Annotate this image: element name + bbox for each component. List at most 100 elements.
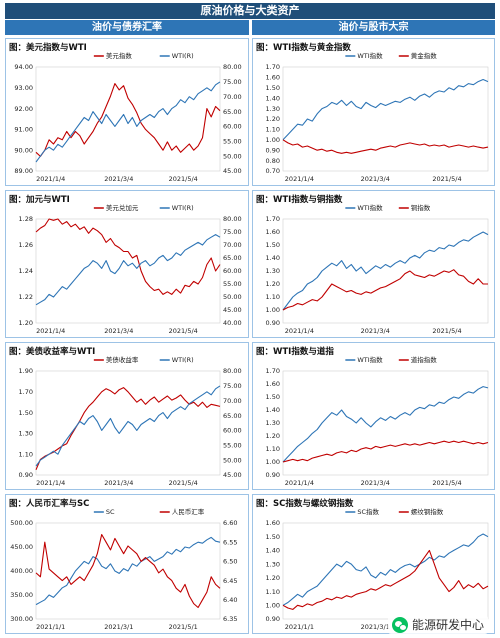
y-right-tick-label: 70.00: [223, 241, 242, 249]
legend-label: SC指数: [357, 507, 379, 516]
series-line-1: [35, 81, 221, 163]
chart-cad-wti: 1.20 1.22 1.24 1.26 1.28 40.00 45.00 50.00 55.00…: [19, 203, 242, 335]
y-right-tick-label: 50.00: [223, 152, 242, 160]
plot-area: [282, 370, 489, 476]
y-left-tick-label: 1.20: [266, 280, 280, 288]
legend-label: 螺纹钢指数: [411, 507, 444, 516]
x-tick-label: 2021/1/1: [285, 623, 314, 631]
panel-title: 图：人民币汇率与SC: [9, 499, 90, 509]
x-tick-label: 2021/3/4: [104, 327, 133, 335]
series-line-0: [35, 83, 221, 157]
y-right-tick-label: 6.50: [223, 558, 237, 566]
y-left-tick-label: 90.00: [14, 146, 33, 154]
x-tick-label: 2021/3/4: [104, 479, 133, 487]
legend-label: WTI指数: [357, 203, 383, 212]
chart-rmb-sc: 300.00 350.00 400.00 450.00 500.00 6.35 6.40 6.…: [10, 507, 237, 631]
x-tick-label: 2021/3/1: [104, 623, 133, 631]
y-left-tick-label: 1.00: [266, 306, 280, 314]
y-right-tick-label: 75.00: [223, 78, 242, 86]
panel-title: 图：美债收益率与WTI: [9, 347, 96, 357]
y-right-tick-label: 60.00: [223, 123, 242, 131]
panel-title: 图：WTI指数与黄金指数: [256, 43, 351, 53]
y-left-tick-label: 1.10: [19, 450, 33, 458]
plot-area: [35, 218, 221, 324]
x-tick-label: 2021/1/4: [36, 175, 65, 183]
y-right-tick-label: 6.55: [223, 538, 237, 546]
y-left-tick-label: 0.80: [266, 157, 280, 165]
watermark: 能源研发中心: [387, 615, 488, 634]
y-left-tick-label: 1.50: [19, 409, 33, 417]
y-left-tick-label: 1.30: [266, 560, 280, 568]
x-tick-label: 2021/1/4: [285, 175, 314, 183]
y-left-tick-label: 1.40: [266, 547, 280, 555]
y-left-tick-label: 0.90: [266, 146, 280, 154]
series-line-1: [35, 385, 221, 467]
y-right-tick-label: 80.00: [223, 63, 242, 71]
x-tick-label: 2021/5/4: [169, 479, 198, 487]
legend-label: WTI(R): [172, 204, 194, 212]
chart-wti-dow: 0.90 1.00 1.10 1.20 1.30 1.40 1.50 1.60 1.70 2021…: [266, 355, 489, 487]
y-left-tick-label: 1.24: [19, 267, 33, 275]
y-left-tick-label: 1.20: [266, 574, 280, 582]
series-line-0: [35, 387, 221, 471]
x-tick-label: 2021/5/4: [432, 175, 461, 183]
y-left-tick-label: 93.00: [14, 84, 33, 92]
plot-area: [35, 370, 221, 476]
plot-area: [282, 66, 489, 172]
y-left-tick-label: 1.60: [266, 380, 280, 388]
y-left-tick-label: 1.70: [266, 367, 280, 375]
y-right-tick-label: 45.00: [223, 471, 242, 479]
y-left-tick-label: 1.22: [19, 293, 33, 301]
x-tick-label: 2021/5/1: [169, 623, 198, 631]
y-left-tick-label: 0.90: [266, 615, 280, 623]
y-left-tick-label: 1.70: [19, 388, 33, 396]
y-right-tick-label: 60.00: [223, 267, 242, 275]
y-left-tick-label: 92.00: [14, 105, 33, 113]
x-tick-label: 2021/5/4: [169, 327, 198, 335]
y-left-tick-label: 1.00: [266, 136, 280, 144]
y-right-tick-label: 75.00: [223, 228, 242, 236]
y-left-tick-label: 0.90: [266, 319, 280, 327]
series-line-0: [282, 386, 489, 463]
series-line-1: [282, 549, 489, 610]
y-left-tick-label: 1.20: [266, 432, 280, 440]
panel-wti-gold: 图：WTI指数与黄金指数 0.70 0.80 0.90 1.00 1.10 1.20 1.3…: [252, 38, 495, 186]
panel-title: 图：加元与WTI: [9, 195, 70, 205]
y-left-tick-label: 1.10: [266, 293, 280, 301]
y-right-tick-label: 55.00: [223, 280, 242, 288]
panel-rmb-sc: 图：人民币汇率与SC 300.00 350.00 400.00 450.00 500.0…: [5, 494, 249, 634]
y-left-tick-label: 1.60: [266, 74, 280, 82]
series-line-1: [35, 533, 221, 609]
y-left-tick-label: 500.00: [10, 519, 33, 527]
x-tick-label: 2021/3/4: [361, 175, 390, 183]
x-tick-label: 2021/3/4: [104, 175, 133, 183]
y-right-tick-label: 6.40: [223, 596, 237, 604]
panel-title: 图：SC指数与螺纹钢指数: [256, 499, 354, 509]
y-left-tick-label: 1.40: [266, 406, 280, 414]
y-left-tick-label: 1.26: [19, 241, 33, 249]
y-right-tick-label: 50.00: [223, 456, 242, 464]
legend-label: 人民币汇率: [172, 507, 205, 516]
y-right-tick-label: 60.00: [223, 427, 242, 435]
x-tick-label: 2021/5/4: [169, 175, 198, 183]
x-tick-label: 2021/5/4: [432, 479, 461, 487]
x-tick-label: 2021/3/4: [361, 327, 390, 335]
y-left-tick-label: 0.90: [19, 471, 33, 479]
watermark-text: 能源研发中心: [411, 618, 484, 632]
y-right-tick-label: 40.00: [223, 319, 242, 327]
x-tick-label: 2021/1/4: [36, 327, 65, 335]
y-right-tick-label: 55.00: [223, 441, 242, 449]
y-left-tick-label: 300.00: [10, 615, 33, 623]
x-tick-label: 2021/1/4: [36, 479, 65, 487]
panel-sc-rebar: 图：SC指数与螺纹钢指数 0.90 1.00 1.10 1.20 1.30 1.40 1.5…: [252, 494, 495, 634]
wechat-icon: [391, 616, 408, 633]
plot-area: [282, 218, 489, 324]
chart-sc-rebar: 0.90 1.00 1.10 1.20 1.30 1.40 1.50 1.60 2021/1/1…: [266, 507, 489, 631]
series-line-0: [35, 218, 221, 295]
y-right-tick-label: 6.60: [223, 519, 237, 527]
y-right-tick-label: 75.00: [223, 382, 242, 390]
page-title: 原油价格与大类资产: [5, 3, 495, 19]
y-left-tick-label: 1.10: [266, 126, 280, 134]
y-left-tick-label: 400.00: [10, 567, 33, 575]
legend-label: 美元兑加元: [106, 203, 139, 212]
